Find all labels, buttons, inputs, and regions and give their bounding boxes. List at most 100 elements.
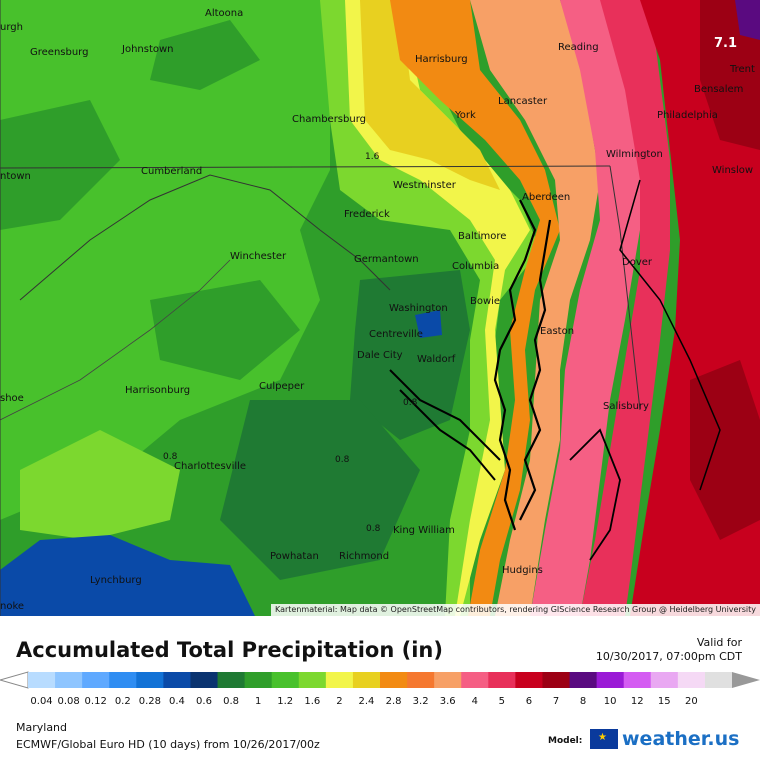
city-name: Columbia <box>452 261 500 272</box>
city-name: Hudgins <box>502 565 543 576</box>
scale-swatch <box>623 672 652 688</box>
city-label: Greensburg <box>30 47 88 59</box>
weather-us-logo[interactable]: weather.us <box>590 728 739 750</box>
city-name: Charlottesville <box>174 461 247 472</box>
scale-tick-label: 10 <box>603 696 617 707</box>
city-name: Altoona <box>205 8 244 19</box>
city-name: Philadelphia <box>657 110 718 121</box>
city-name: Aberdeen <box>522 192 571 203</box>
city-name: shoe <box>0 393 24 404</box>
city-name: Wilmington <box>606 149 663 160</box>
scale-swatch <box>55 672 83 688</box>
model-caption: Model: <box>548 736 583 746</box>
city-name: Washington <box>389 303 448 314</box>
city-label: Wilmington <box>606 149 663 161</box>
city-label: Westminster <box>393 180 456 192</box>
city-name: Winchester <box>230 251 287 262</box>
city-label: Lynchburg <box>90 575 142 587</box>
scale-swatch <box>704 672 733 688</box>
scale-tick-label: 2 <box>336 696 343 707</box>
scale-swatch <box>298 672 327 688</box>
city-label: ntown <box>0 171 31 183</box>
city-label: Bensalem <box>694 84 743 96</box>
city-name: Waldorf <box>417 354 456 365</box>
precipitation-map[interactable]: Altoona urgh Greensburg Johnstown Harrisburg… <box>0 0 760 616</box>
city-label: Powhatan <box>270 551 319 563</box>
city-label: Lancaster <box>498 96 547 108</box>
city-name: Lynchburg <box>90 575 142 586</box>
city-name: Richmond <box>339 551 390 562</box>
scale-swatch <box>542 672 571 688</box>
city-label: Hudgins <box>502 565 543 577</box>
city-label: Germantown <box>354 254 419 266</box>
city-name: Centreville <box>369 329 423 340</box>
city-label: shoe <box>0 393 24 405</box>
scale-tick-label: 12 <box>630 696 644 707</box>
logo-text: weather.us <box>622 728 740 750</box>
city-name: Westminster <box>393 180 456 191</box>
scale-tick-label: 8 <box>579 696 587 707</box>
scale-min-arrow <box>0 671 29 689</box>
scale-tick-label: 4 <box>471 696 478 707</box>
city-name: Lancaster <box>498 96 548 107</box>
city-label: Waldorf <box>417 354 455 366</box>
city-name: Trent <box>730 64 755 75</box>
city-label: Baltimore <box>458 231 506 243</box>
city-name: York <box>455 110 476 121</box>
city-name: Baltimore <box>458 231 507 242</box>
city-label: Richmond <box>339 551 389 563</box>
city-label: Altoona <box>205 8 243 20</box>
scale-swatch <box>244 672 273 688</box>
city-label: noke <box>0 601 24 613</box>
model-run-label: ECMWF/Global Euro HD (10 days) from 10/2… <box>16 738 320 751</box>
scale-tick-label: 1.6 <box>304 696 321 707</box>
city-name: Winslow <box>712 165 754 176</box>
contour-value-label: 0.8 <box>335 455 350 465</box>
scale-tick-label: 0.6 <box>196 696 212 707</box>
city-label: urgh <box>0 22 23 34</box>
scale-tick-label: 0.8 <box>223 696 240 707</box>
city-label: Charlottesville <box>174 461 246 473</box>
city-name: Bowie <box>470 296 501 307</box>
precipitation-field <box>0 0 760 616</box>
region-label: Maryland <box>16 721 68 734</box>
city-name: Bensalem <box>694 84 744 95</box>
city-label: King William <box>393 525 455 537</box>
scale-tick-label: 20 <box>685 696 698 707</box>
contour-value-label: 0.8 <box>403 398 418 408</box>
scale-swatch <box>82 672 110 688</box>
city-label: Harrisburg <box>415 54 468 66</box>
scale-tick-label: 2.8 <box>385 696 402 707</box>
scale-swatch <box>515 672 543 688</box>
scale-ticks: 0.04 0.08 0.12 0.2 0.28 0.4 0.6 0.8 1 1.2 1.6 2 2.4 2… <box>0 696 760 710</box>
scale-swatch <box>190 672 219 688</box>
city-label: Frederick <box>344 209 390 221</box>
city-name: Chambersburg <box>292 114 366 125</box>
legend-title: Accumulated Total Precipitation (in) <box>16 638 443 662</box>
city-name: Salisbury <box>603 401 649 412</box>
scale-swatch <box>407 672 435 688</box>
scale-tick-label: 2.4 <box>358 696 375 707</box>
scale-swatch <box>217 672 246 688</box>
scale-tick-label: 0.2 <box>114 696 131 707</box>
eu-flag-icon <box>590 729 618 749</box>
city-label: Easton <box>540 326 574 338</box>
city-label: Harrisonburg <box>125 385 190 397</box>
city-label: Chambersburg <box>292 114 366 126</box>
scale-swatch <box>271 672 300 688</box>
city-label: Cumberland <box>141 166 202 178</box>
city-label: Columbia <box>452 261 499 273</box>
scale-tick-label: 7 <box>552 696 560 707</box>
scale-swatch <box>569 672 598 688</box>
scale-swatch <box>136 672 164 688</box>
city-name: Dover <box>622 257 652 268</box>
scale-tick-label: 0.4 <box>168 696 185 707</box>
city-name: Germantown <box>354 254 419 265</box>
map-attribution: Kartenmaterial: Map data © OpenStreetMap… <box>270 604 760 616</box>
city-name: Powhatan <box>270 551 319 562</box>
scale-tick-label: 0.28 <box>138 696 161 707</box>
scale-swatch <box>163 672 191 688</box>
contour-value-label: 7.1 <box>714 36 738 51</box>
scale-tick-label: 0.12 <box>84 696 107 707</box>
city-label: Culpeper <box>259 381 304 393</box>
